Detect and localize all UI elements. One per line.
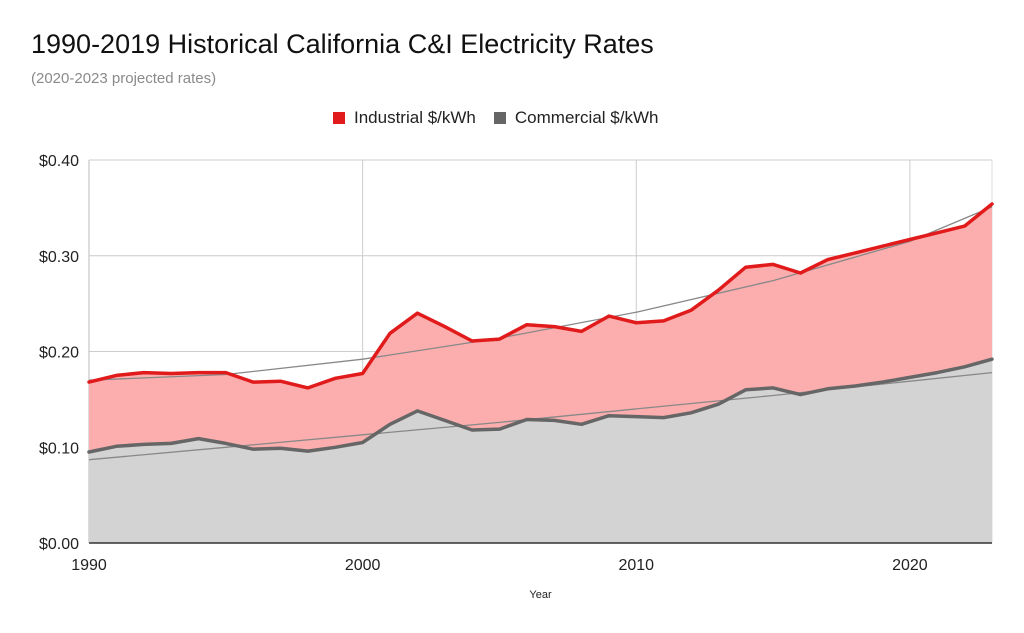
data-point-industrial [607, 314, 611, 318]
data-point-industrial [388, 332, 392, 335]
y-tick-label: $0.30 [39, 249, 79, 266]
data-point-commercial [224, 442, 227, 445]
area-commercial [89, 359, 992, 543]
data-point-industrial [279, 380, 282, 383]
data-point-industrial [169, 372, 173, 375]
series-line-commercial [87, 357, 994, 454]
data-point-industrial [580, 330, 583, 333]
data-point-industrial [361, 372, 364, 375]
axis-layer: $0.00 $0.10 $0.20 $0.30 $0.40 1990 2000 2010 202… [39, 153, 992, 601]
data-point-industrial [470, 339, 474, 343]
data-point-commercial [142, 443, 145, 446]
data-point-industrial [115, 374, 118, 377]
data-point-commercial [443, 419, 446, 422]
trendline-industrial [88, 206, 993, 381]
data-point-industrial [717, 289, 720, 292]
data-point-industrial [799, 271, 802, 275]
line-layer [87, 202, 994, 454]
data-point-commercial [908, 376, 912, 379]
legend-item-commercial[interactable]: Commercial $/kWh [493, 108, 659, 128]
data-point-commercial [607, 414, 611, 417]
data-point-industrial [854, 251, 857, 255]
data-point-commercial [662, 416, 665, 419]
data-point-industrial [224, 371, 227, 374]
x-tick-label: 2020 [892, 557, 928, 574]
data-point-industrial [553, 325, 556, 328]
series-line-industrial [87, 202, 994, 390]
data-point-commercial [744, 388, 747, 391]
data-point-commercial [334, 446, 337, 449]
data-point-commercial [854, 384, 857, 388]
data-point-industrial [881, 245, 884, 248]
data-point-industrial [306, 386, 310, 390]
legend-item-industrial[interactable]: Industrial $/kWh [333, 108, 476, 128]
data-point-industrial [252, 380, 255, 384]
data-point-industrial [635, 321, 638, 324]
data-point-industrial [936, 231, 939, 234]
data-point-industrial [826, 258, 829, 261]
x-axis-title: Year [529, 589, 552, 601]
legend-label-industrial: Industrial $/kWh [354, 108, 476, 127]
data-point-industrial [197, 371, 200, 374]
data-point-commercial [306, 449, 310, 453]
data-point-commercial [881, 380, 884, 384]
data-point-industrial [334, 377, 337, 380]
data-point-commercial [169, 442, 173, 445]
x-tick-label: 2010 [618, 557, 654, 574]
data-point-commercial [279, 447, 282, 450]
data-point-commercial [197, 437, 200, 440]
data-point-commercial [689, 411, 693, 414]
data-point-industrial [525, 323, 528, 326]
data-point-commercial [416, 409, 419, 413]
data-point-commercial [361, 441, 364, 444]
trendline-commercial [88, 371, 993, 461]
data-point-commercial [990, 358, 994, 361]
y-tick-label: $0.00 [39, 536, 79, 553]
chart-subtitle: (2020-2023 projected rates) [31, 70, 217, 87]
data-point-industrial [908, 238, 912, 241]
y-tick-label: $0.40 [39, 153, 79, 170]
data-point-industrial [142, 371, 145, 374]
data-point-commercial [498, 427, 501, 431]
data-point-industrial [744, 266, 747, 269]
data-point-commercial [252, 448, 255, 451]
area-layer [89, 204, 992, 543]
data-point-commercial [771, 386, 775, 390]
data-point-industrial [771, 263, 775, 266]
y-tick-label: $0.20 [39, 345, 79, 362]
x-tick-label: 2000 [345, 557, 381, 574]
legend-label-commercial: Commercial $/kWh [514, 108, 659, 127]
data-point-industrial [416, 312, 419, 315]
data-point-commercial [635, 415, 638, 418]
data-point-commercial [525, 418, 528, 421]
data-point-industrial [498, 337, 501, 341]
data-point-commercial [388, 423, 392, 426]
data-point-industrial [87, 380, 91, 384]
data-point-industrial [662, 319, 665, 323]
chart-title: 1990-2019 Historical California C&I Elec… [31, 29, 654, 59]
data-point-commercial [87, 450, 91, 454]
data-point-commercial [963, 365, 966, 368]
data-point-commercial [799, 393, 802, 396]
data-point-commercial [580, 423, 583, 426]
data-point-commercial [553, 419, 556, 422]
chart-legend: Industrial $/kWh Commercial $/kWh [333, 108, 658, 128]
y-tick-label: $0.10 [39, 440, 79, 457]
data-point-industrial [963, 224, 966, 228]
data-point-industrial [990, 202, 994, 206]
data-point-commercial [826, 387, 829, 390]
data-point-commercial [717, 403, 720, 406]
data-point-commercial [936, 371, 939, 374]
data-point-commercial [470, 428, 474, 432]
data-point-industrial [689, 309, 693, 312]
trendline-layer [88, 206, 993, 461]
data-point-industrial [443, 325, 446, 328]
legend-swatch-industrial [333, 112, 345, 124]
data-point-commercial [115, 445, 118, 448]
legend-swatch-commercial [493, 112, 506, 124]
x-tick-label: 1990 [71, 557, 107, 574]
